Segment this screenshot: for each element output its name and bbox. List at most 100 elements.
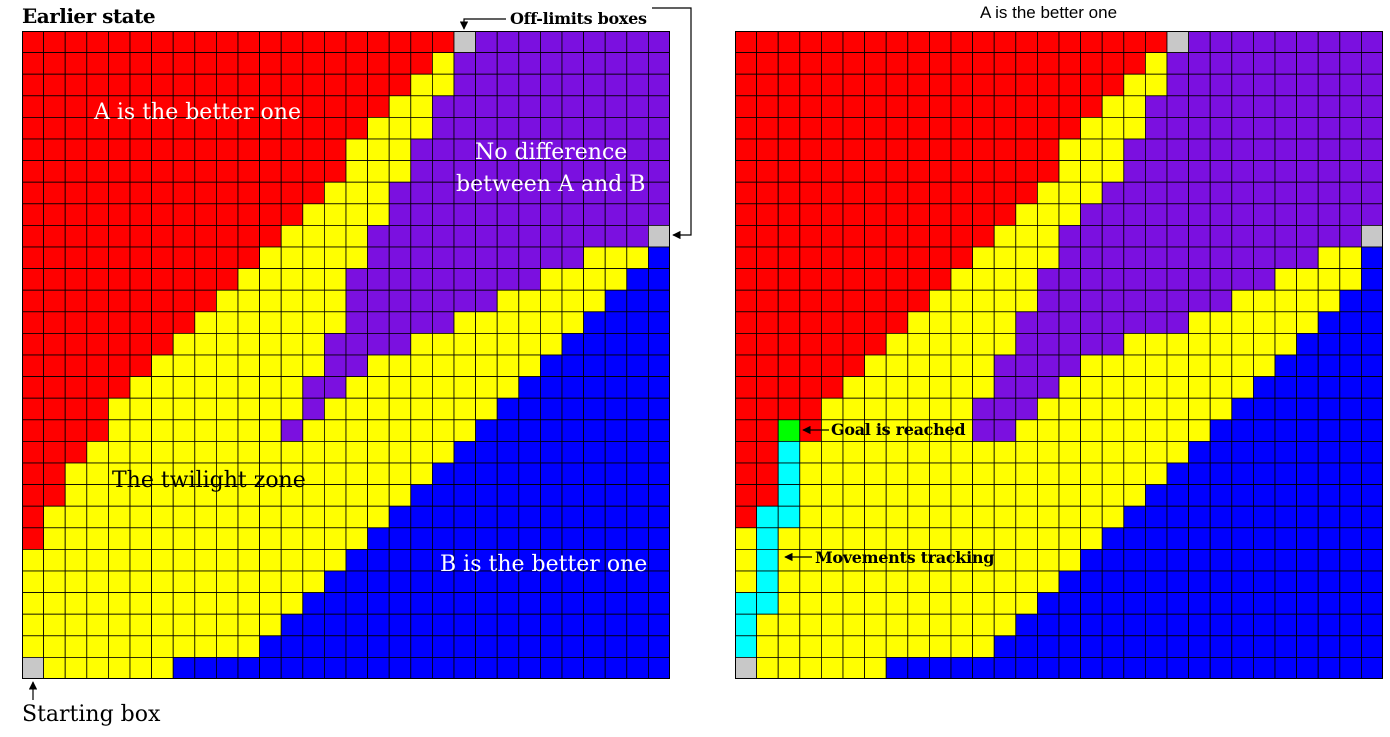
grid-cell-blue: [388, 570, 412, 594]
grid-cell-red: [735, 138, 758, 162]
grid-cell-purple: [540, 52, 563, 75]
grid-cell-red: [799, 31, 822, 54]
grid-cell-yellow: [928, 332, 952, 356]
grid-cell-red: [43, 73, 66, 97]
grid-cell-yellow: [885, 505, 909, 529]
grid-cell-yellow: [993, 289, 1017, 313]
grid-cell-red: [885, 160, 909, 183]
grid-cell-red: [86, 332, 109, 356]
grid-cell-purple: [1188, 117, 1211, 140]
grid-cell-purple: [583, 117, 606, 140]
grid-cell-purple: [1296, 224, 1319, 248]
grid-cell-blue: [1058, 570, 1082, 594]
grid-cell-purple: [993, 354, 1017, 378]
grid-cell-blue: [1080, 657, 1103, 679]
grid-cell-yellow: [1058, 440, 1082, 464]
grid-cell-red: [22, 332, 45, 356]
grid-cell-yellow: [86, 527, 109, 550]
grid-cell-purple: [1036, 332, 1060, 356]
grid-cell-yellow: [194, 635, 217, 658]
grid-cell-yellow: [993, 527, 1017, 550]
grid-cell-purple: [1296, 138, 1319, 162]
grid-cell-purple: [1317, 181, 1341, 205]
grid-cell-red: [735, 52, 758, 75]
grid-cell-red: [43, 52, 66, 75]
grid-cell-yellow: [172, 419, 196, 442]
grid-cell-purple: [1058, 224, 1082, 248]
grid-cell-yellow: [1123, 440, 1146, 464]
grid-cell-red: [64, 73, 88, 97]
grid-cell-purple: [1080, 268, 1103, 291]
grid-cell-red: [367, 73, 390, 97]
grid-cell-red: [108, 181, 131, 205]
grid-cell-blue: [1296, 657, 1319, 679]
grid-cell-blue: [1231, 613, 1254, 637]
grid-cell-red: [302, 117, 325, 140]
grid-cell-blue: [1361, 549, 1383, 572]
grid-cell-yellow: [907, 462, 930, 486]
grid-cell-blue: [561, 440, 585, 464]
grid-cell-yellow: [972, 354, 995, 378]
grid-cell-purple: [496, 203, 520, 226]
grid-cell-blue: [1188, 549, 1211, 572]
grid-cell-red: [756, 181, 779, 205]
grid-cell-red: [1058, 73, 1082, 97]
grid-cell-blue: [345, 592, 369, 615]
grid-cell-blue: [496, 440, 520, 464]
grid-cell-yellow: [1058, 376, 1082, 399]
grid-cell-yellow: [129, 613, 153, 637]
grid-cell-yellow: [540, 332, 563, 356]
grid-cell-yellow: [323, 484, 347, 507]
grid-cell-red: [821, 332, 844, 356]
grid-cell-red: [842, 268, 866, 291]
grid-cell-yellow: [215, 289, 239, 313]
grid-cell-yellow: [950, 592, 974, 615]
grid-cell-yellow: [280, 311, 304, 334]
grid-cell-blue: [453, 613, 477, 637]
grid-cell-red: [237, 246, 261, 270]
grid-cell-yellow: [86, 657, 109, 679]
grid-cell-yellow: [1058, 527, 1082, 550]
grid-cell-blue: [1231, 527, 1254, 550]
grid-cell-yellow: [1101, 440, 1125, 464]
grid-cell-blue: [431, 592, 455, 615]
grid-cell-yellow: [864, 570, 887, 594]
grid-cell-yellow: [86, 613, 109, 637]
grid-cell-yellow: [799, 440, 822, 464]
grid-cell-purple: [1253, 224, 1276, 248]
grid-cell-yellow: [885, 397, 909, 421]
grid-cell-red: [864, 95, 887, 118]
grid-cell-yellow: [496, 354, 520, 378]
grid-cell-blue: [561, 505, 585, 529]
grid-cell-purple: [345, 268, 369, 291]
grid-cell-purple: [345, 354, 369, 378]
grid-cell-red: [64, 376, 88, 399]
region-label-twilight-zone: The twilight zone: [112, 468, 306, 493]
grid-cell-purple: [1036, 268, 1060, 291]
grid-cell-blue: [1296, 570, 1319, 594]
grid-cell-blue: [561, 527, 585, 550]
grid-cell-yellow: [431, 52, 455, 75]
grid-cell-red: [799, 419, 822, 442]
grid-cell-yellow: [1080, 117, 1103, 140]
grid-cell-blue: [431, 484, 455, 507]
grid-cell-yellow: [215, 419, 239, 442]
grid-cell-yellow: [561, 268, 585, 291]
grid-cell-gray: [22, 657, 45, 679]
grid-cell-purple: [1144, 224, 1168, 248]
grid-cell-red: [756, 311, 779, 334]
grid-cell-blue: [648, 570, 670, 594]
grid-cell-yellow: [194, 505, 217, 529]
starting-box-label: Starting box: [22, 702, 161, 727]
grid-cell-blue: [410, 613, 433, 637]
grid-cell-purple: [1036, 376, 1060, 399]
grid-cell-red: [1123, 31, 1146, 54]
grid-cell-blue: [1253, 549, 1276, 572]
grid-cell-blue: [1209, 657, 1233, 679]
grid-cell-red: [259, 224, 282, 248]
grid-cell-yellow: [172, 592, 196, 615]
grid-cell-purple: [1188, 268, 1211, 291]
grid-cell-blue: [561, 484, 585, 507]
grid-cell-purple: [475, 31, 498, 54]
grid-cell-blue: [1231, 397, 1254, 421]
